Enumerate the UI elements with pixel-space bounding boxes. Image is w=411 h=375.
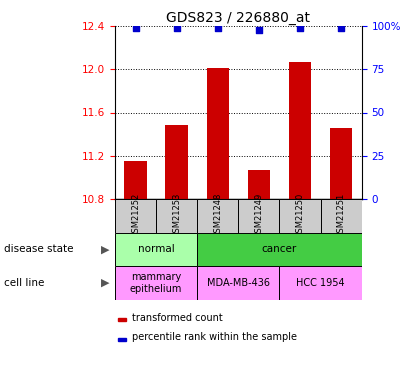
Bar (118, 318, 126, 321)
Text: cell line: cell line (4, 278, 44, 288)
Bar (115, 199, 156, 232)
Bar (279, 266, 362, 300)
Point (215, 25, 221, 31)
Bar (289, 62, 312, 199)
Text: mammary
epithelium: mammary epithelium (130, 272, 182, 294)
Bar (321, 199, 362, 232)
Point (338, 25, 344, 31)
Text: GSM21249: GSM21249 (254, 193, 263, 238)
Text: ▶: ▶ (101, 244, 109, 254)
Text: GSM21248: GSM21248 (213, 193, 222, 238)
Bar (115, 266, 197, 300)
Text: normal: normal (138, 244, 175, 254)
Text: HCC 1954: HCC 1954 (296, 278, 345, 288)
Text: GSM21253: GSM21253 (172, 193, 181, 238)
Bar (206, 68, 229, 199)
Bar (197, 266, 279, 300)
Bar (247, 170, 270, 199)
Text: MDA-MB-436: MDA-MB-436 (207, 278, 270, 288)
Bar (197, 199, 238, 232)
Text: cancer: cancer (262, 244, 297, 254)
Bar (165, 125, 188, 199)
Point (132, 25, 139, 31)
Point (256, 27, 262, 33)
Point (173, 25, 180, 31)
Bar (279, 199, 321, 232)
Text: GSM21250: GSM21250 (296, 193, 305, 238)
Bar (115, 232, 197, 266)
Bar (238, 199, 279, 232)
Bar (330, 128, 352, 199)
Point (297, 25, 303, 31)
Bar (197, 232, 362, 266)
Bar (156, 199, 197, 232)
Text: GSM21251: GSM21251 (337, 193, 346, 238)
Text: ▶: ▶ (101, 278, 109, 288)
Bar (118, 338, 126, 340)
Text: transformed count: transformed count (132, 313, 223, 323)
Bar (124, 161, 147, 199)
Title: GDS823 / 226880_at: GDS823 / 226880_at (166, 11, 310, 25)
Text: GSM21252: GSM21252 (131, 193, 140, 238)
Text: disease state: disease state (4, 244, 74, 254)
Text: percentile rank within the sample: percentile rank within the sample (132, 332, 297, 342)
